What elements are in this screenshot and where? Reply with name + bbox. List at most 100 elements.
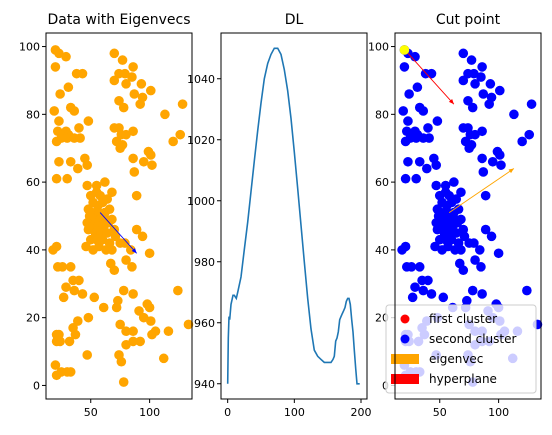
- panel3-data-point: [406, 262, 417, 272]
- panel1-data-point: [158, 353, 169, 364]
- panel3-data-point: [399, 62, 410, 72]
- panel2-frame: [220, 32, 368, 400]
- panel2-ytick-label: 1020: [187, 134, 215, 147]
- panel3-data-point: [522, 285, 532, 296]
- panel1-data-point: [82, 180, 93, 191]
- panel3-data-point: [517, 136, 527, 147]
- panel1-ytick-label: 20: [26, 312, 40, 325]
- panel3-data-point: [476, 72, 486, 82]
- legend-marker-patch: [391, 374, 419, 384]
- panel3-eigenvec-arrow: [448, 168, 515, 213]
- panel3-data-point: [496, 160, 506, 170]
- panel1-data-point: [114, 95, 124, 106]
- panel3-data-point: [403, 156, 413, 167]
- panel3-hyperplane-arrow-head: [448, 98, 454, 105]
- panel3-data-point: [476, 262, 486, 272]
- panel1-data-point: [147, 160, 157, 170]
- panel1-data-point: [51, 370, 62, 381]
- panel2-ticks: 0 100 200 940 960 980 1000 1020 1040: [187, 73, 372, 419]
- panel1-data-point: [117, 55, 128, 65]
- panel3-data-point: [411, 133, 421, 143]
- panel3-frame: [394, 32, 542, 400]
- panel3-data-point: [458, 48, 469, 59]
- panel1-data-point: [168, 136, 178, 147]
- panel2-title: DL: [285, 12, 304, 28]
- panel3-data-point: [423, 275, 433, 286]
- panel1-ticks: 50 100 0 20 40 60 80 100: [19, 41, 160, 419]
- panel1-data-point: [118, 102, 129, 113]
- panel1-data-point: [127, 72, 137, 82]
- panel1-data-point: [77, 289, 88, 299]
- panel1-data-point: [72, 316, 83, 326]
- panel2-ytick-label: 940: [194, 378, 215, 391]
- panel3-data-point: [431, 180, 442, 191]
- panel1-data-point: [183, 319, 194, 330]
- panel1-data-point: [128, 326, 138, 337]
- panel3-ytick-label: 80: [375, 108, 389, 121]
- panel1-data-point: [102, 194, 113, 204]
- panel3-arrows: [407, 53, 515, 213]
- panel1-data-point: [82, 350, 93, 360]
- panel3-data-point: [438, 292, 449, 303]
- panel1-data-point: [49, 106, 60, 116]
- panel3-data-point: [424, 133, 434, 143]
- panel3-data-point: [480, 224, 491, 235]
- panel-dl: DL 0 100 200 940 960 980 1000 1020 1040: [187, 12, 372, 419]
- panel3-data-point: [456, 187, 466, 198]
- panel2-xtick-label: 0: [224, 406, 231, 419]
- panel3-data-point: [463, 95, 473, 106]
- panel3-data-point: [400, 173, 411, 184]
- panel3-data-point: [410, 282, 420, 292]
- panel1-data-point: [75, 133, 85, 143]
- panel3-data-point: [466, 55, 477, 65]
- panel3-data-point: [456, 245, 466, 255]
- panel1-data-point: [150, 326, 161, 337]
- panel3-data-point: [426, 68, 437, 79]
- panel3-data-point: [493, 248, 504, 259]
- legend-box: [385, 304, 537, 394]
- panel3-data-point: [423, 123, 433, 133]
- panel3-data-point: [509, 109, 519, 120]
- panel3-data-point: [477, 153, 487, 164]
- panel3-ytick-label: 40: [375, 244, 389, 257]
- panel3-data-point: [400, 241, 411, 252]
- panel1-data-point: [173, 285, 183, 296]
- panel1-data-point: [118, 377, 129, 387]
- panel1-data-point: [65, 367, 76, 377]
- panel3-data-point: [404, 89, 414, 99]
- panel3-data-point: [453, 204, 464, 215]
- panel1-data-point: [110, 231, 121, 242]
- panel1-data-point: [128, 126, 138, 137]
- panel3-data-point: [485, 79, 496, 89]
- panel3-data-point: [526, 99, 537, 109]
- panel1-data-point: [128, 336, 138, 347]
- panel1-ytick-label: 40: [26, 244, 40, 257]
- panel3-xtick-label: 100: [488, 406, 509, 419]
- legend-marker-dot: [400, 334, 410, 344]
- legend-label: first cluster: [429, 312, 497, 326]
- panel1-data-point: [98, 302, 109, 313]
- panel3-data-point: [403, 116, 413, 126]
- panel1-data-point: [128, 62, 138, 72]
- panel3-data-point: [470, 255, 480, 265]
- panel3-data-point: [524, 129, 535, 140]
- panel3-data-point: [452, 217, 463, 228]
- panel1-data-point: [107, 187, 117, 198]
- panel1-data-point: [145, 316, 156, 326]
- panel3-ytick-label: 100: [368, 41, 389, 54]
- panel1-data-point: [118, 285, 129, 296]
- panel1-data-point: [144, 248, 155, 259]
- panel3-data-point: [462, 295, 472, 306]
- panel1-data-point: [61, 282, 71, 292]
- panel3-cut-point-marker: [399, 45, 410, 55]
- panel1-points: [48, 45, 194, 387]
- panel3-data-point: [414, 156, 425, 167]
- panel1-data-point: [107, 245, 117, 255]
- panel3-ytick-label: 60: [375, 176, 389, 189]
- panel3-data-point: [469, 238, 479, 248]
- panel3-data-point: [478, 167, 489, 177]
- panel1-data-point: [128, 289, 138, 299]
- panel3-data-point: [407, 292, 418, 303]
